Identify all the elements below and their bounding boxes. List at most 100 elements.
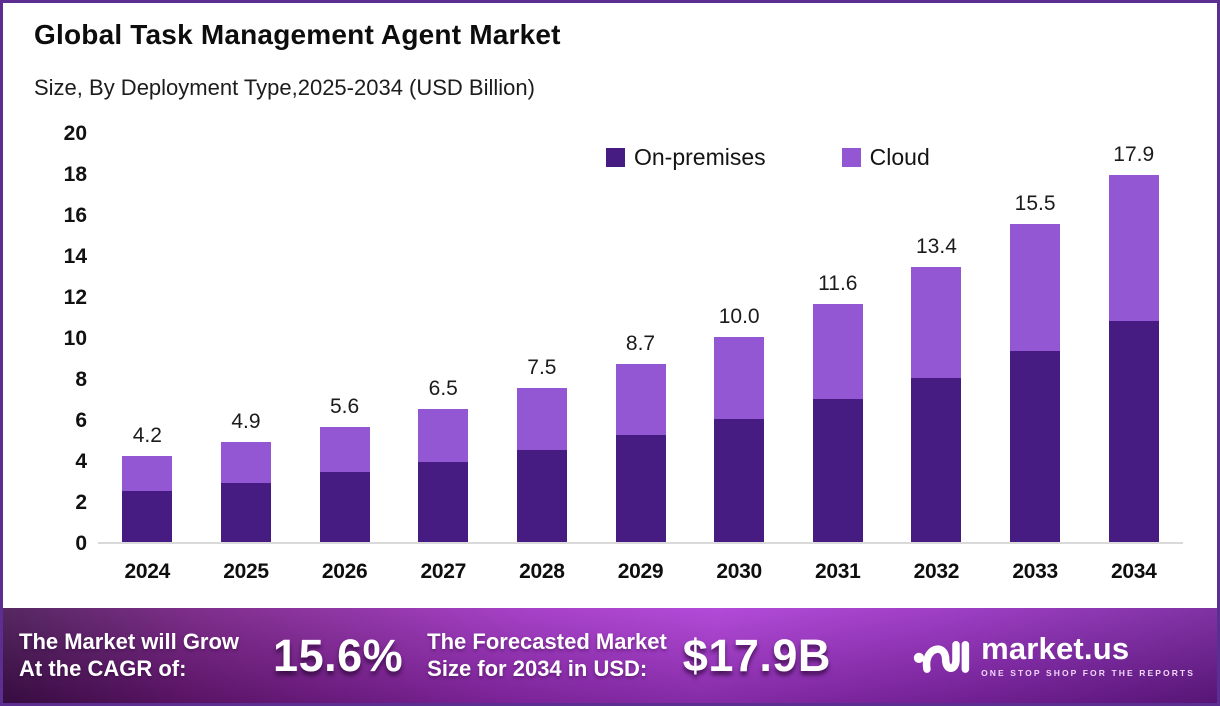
y-tick-2: 2: [75, 491, 87, 514]
cagr-label: The Market will Grow At the CAGR of:: [19, 629, 239, 683]
bar-total-label-2033: 15.5: [1014, 192, 1056, 216]
x-label-2032: 2032: [913, 560, 960, 583]
bar-stack-2026: [319, 427, 370, 542]
bar-segment-cloud-2032: [911, 267, 962, 378]
y-tick-10: 10: [63, 327, 87, 350]
y-tick-20: 20: [63, 122, 87, 145]
bar-segment-on-premises-2024: [122, 490, 173, 542]
bar-segment-cloud-2027: [418, 408, 469, 463]
legend-label-on-premises: On-premises: [634, 144, 766, 170]
x-label-2029: 2029: [617, 560, 664, 583]
bar-segment-cloud-2030: [714, 337, 765, 419]
bar-segment-cloud-2024: [122, 455, 173, 491]
x-label-2024: 2024: [124, 560, 171, 583]
legend-item-on-premises: On-premises: [606, 144, 766, 171]
bar-total-label-2032: 13.4: [916, 235, 957, 259]
bar-total-label-2034: 17.9: [1113, 143, 1155, 167]
brand-logo: market.us ONE STOP SHOP FOR THE REPORTS: [911, 631, 1195, 681]
bar-segment-on-premises-2028: [516, 449, 567, 542]
y-axis: 0 2 4 6 8 10 12 14 16 18 20: [31, 122, 87, 555]
bar-segment-cloud-2028: [516, 388, 567, 450]
x-label-2027: 2027: [420, 560, 466, 583]
bar-stack-2025: [220, 441, 271, 542]
plot-area: 4.2 4.9 5.6 6.5 7.5 8.7 10.0 11.6 13.4 15.5 17.9: [98, 134, 1183, 544]
bar-total-label-2030: 10.0: [718, 305, 760, 328]
cagr-label-line1: The Market will Grow: [19, 628, 240, 654]
x-label-2028: 2028: [519, 560, 565, 583]
bar-stack-2029: [615, 363, 666, 542]
bar-group-2024: 4.2: [98, 134, 197, 542]
bar-segment-cloud-2031: [812, 304, 863, 399]
bar-segment-on-premises-2027: [418, 462, 469, 542]
legend-item-cloud: Cloud: [841, 144, 930, 171]
bar-segment-on-premises-2026: [319, 472, 370, 542]
y-tick-18: 18: [63, 163, 87, 186]
x-axis: 2024 2025 2026 2027 2028 2029 2030 2031 2032 2033…: [98, 560, 1183, 584]
footer-banner: The Market will Grow At the CAGR of: 15.…: [3, 608, 1217, 703]
x-label-2034: 2034: [1110, 560, 1157, 583]
bar-total-label-2031: 11.6: [818, 272, 858, 296]
y-tick-0: 0: [75, 532, 87, 555]
y-tick-8: 8: [75, 368, 87, 391]
bar-segment-on-premises-2033: [1010, 351, 1061, 542]
bar-segment-on-premises-2031: [812, 398, 863, 542]
bar-total-label-2027: 6.5: [428, 376, 458, 400]
legend-label-cloud: Cloud: [869, 144, 930, 170]
brand-name: market.us: [981, 631, 1130, 666]
x-label-2033: 2033: [1012, 560, 1058, 583]
y-tick-14: 14: [63, 245, 87, 268]
y-tick-16: 16: [63, 204, 87, 227]
bar-segment-cloud-2033: [1010, 224, 1061, 352]
bar-group-2033: 15.5: [986, 134, 1085, 542]
x-label-2031: 2031: [815, 560, 861, 583]
y-tick-6: 6: [75, 409, 87, 432]
bar-group-2032: 13.4: [887, 134, 986, 542]
bar-total-label-2028: 7.5: [527, 356, 557, 380]
bar-segment-on-premises-2030: [714, 419, 765, 542]
bar-stack-2032: [911, 267, 962, 542]
bar-segment-on-premises-2025: [220, 482, 271, 542]
bar-group-2030: 10.0: [690, 134, 789, 542]
cagr-label-line2: At the CAGR of:: [19, 655, 187, 681]
bar-segment-cloud-2025: [220, 441, 271, 483]
chart-legend: On-premises Cloud: [606, 144, 930, 171]
bar-segment-on-premises-2029: [615, 435, 666, 542]
bar-stack-2031: [812, 304, 863, 542]
bar-group-2029: 8.7: [591, 134, 690, 542]
y-tick-12: 12: [63, 286, 87, 309]
bar-stack-2028: [516, 388, 567, 542]
bar-segment-cloud-2034: [1108, 175, 1159, 321]
legend-swatch-cloud-icon: [841, 148, 861, 167]
brand-tagline: ONE STOP SHOP FOR THE REPORTS: [981, 668, 1195, 678]
forecast-label: The Forecasted Market Size for 2034 in U…: [427, 629, 667, 683]
x-label-2030: 2030: [716, 560, 762, 583]
bar-group-2031: 11.6: [788, 134, 887, 542]
page-title: Global Task Management Agent Market: [34, 19, 561, 50]
y-tick-4: 4: [75, 450, 87, 473]
bar-segment-on-premises-2034: [1108, 320, 1159, 542]
bar-group-2034: 17.9: [1084, 134, 1183, 542]
bar-group-2026: 5.6: [295, 134, 394, 542]
bar-total-label-2029: 8.7: [625, 331, 656, 355]
bar-total-label-2025: 4.9: [231, 409, 261, 433]
bar-group-2027: 6.5: [394, 134, 493, 542]
bar-stack-2027: [418, 408, 469, 542]
bar-segment-cloud-2029: [615, 363, 666, 436]
cagr-value: 15.6%: [273, 629, 404, 681]
x-label-2025: 2025: [223, 560, 269, 583]
forecast-label-line2: Size for 2034 in USD:: [427, 655, 648, 681]
forecast-label-line1: The Forecasted Market: [427, 628, 667, 654]
bar-total-label-2024: 4.2: [132, 423, 162, 447]
bar-segment-on-premises-2032: [911, 378, 962, 542]
bar-stack-2033: [1010, 224, 1061, 542]
brand-text: market.us ONE STOP SHOP FOR THE REPORTS: [981, 633, 1195, 678]
bar-stack-2030: [714, 337, 765, 542]
x-label-2026: 2026: [321, 560, 368, 583]
bar-stack-2034: [1108, 175, 1159, 542]
bar-stack-2024: [122, 455, 173, 542]
marketus-logo-icon: [913, 640, 970, 673]
bar-segment-cloud-2026: [319, 427, 370, 473]
bar-total-label-2026: 5.6: [330, 395, 360, 419]
forecast-value: $17.9B: [682, 629, 831, 681]
